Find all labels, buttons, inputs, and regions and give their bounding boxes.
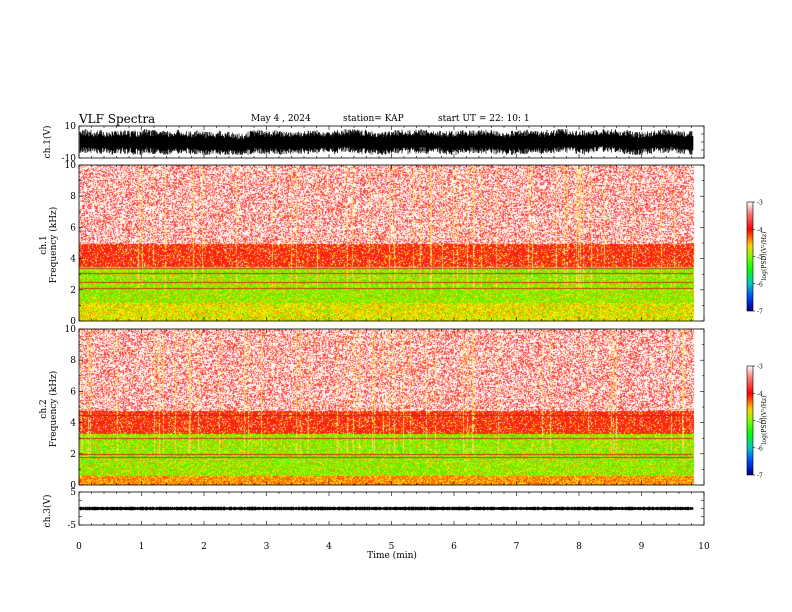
ch2-spectrogram-image bbox=[79, 329, 704, 485]
x-tick-label: 10 bbox=[698, 542, 710, 552]
date-label: May 4 , 2024 bbox=[251, 114, 311, 124]
ch3-voltage-ytick-label: -5 bbox=[67, 521, 76, 531]
x-tick-label: 5 bbox=[389, 542, 395, 552]
colorbar1-label: log(PSD)(V²/Hz) bbox=[761, 232, 768, 281]
x-tick-label: 9 bbox=[639, 542, 645, 552]
ch1-spectrogram-ytick-label: 10 bbox=[65, 161, 77, 171]
station-label: station= KAP bbox=[343, 114, 404, 124]
colorbar2-tick-label: -4 bbox=[757, 391, 763, 398]
colorbar2-tick-label: -3 bbox=[757, 364, 763, 371]
ch1-voltage-ylabel: ch.1(V) bbox=[42, 126, 53, 159]
x-tick-label: 2 bbox=[201, 542, 207, 552]
ch2-spectrogram-ytick-label: 6 bbox=[70, 387, 76, 397]
colorbar1-tick-label: -4 bbox=[757, 227, 763, 234]
ch2-spectrogram-ytick-label: 4 bbox=[70, 419, 76, 429]
ch2-spectrogram-ytick-label: 8 bbox=[70, 356, 76, 366]
ch1-spectrogram-ytick-label: 2 bbox=[70, 286, 76, 296]
ch3-voltage-ylabel: ch.3(V) bbox=[42, 495, 53, 528]
colorbar1-tick-label: -3 bbox=[757, 200, 763, 207]
ch1-voltage-ytick-label: 10 bbox=[65, 122, 77, 132]
start-time-label: start UT = 22: 10: 1 bbox=[438, 114, 530, 124]
colorbar2-tick-label: -5 bbox=[757, 418, 763, 425]
ch1-spectrogram-ytick-label: 0 bbox=[70, 317, 76, 327]
colorbar1-tick-label: -6 bbox=[757, 281, 763, 288]
x-tick-label: 7 bbox=[514, 542, 520, 552]
colorbar2-tick-label: -7 bbox=[757, 473, 763, 480]
colorbar1-tick-label: -7 bbox=[757, 309, 763, 316]
ch1-spectrogram-ytick-label: 6 bbox=[70, 223, 76, 233]
x-tick-label: 1 bbox=[139, 542, 145, 552]
ch2-spectrogram-ytick-label: 0 bbox=[70, 481, 76, 491]
colorbar2-gradient bbox=[747, 366, 753, 475]
ch2-spectrogram-ytick-label: 2 bbox=[70, 450, 76, 460]
x-axis-label: Time (min) bbox=[367, 550, 417, 561]
tick-layer: -3-4-5-6-7-3-4-5-6-710-10024681002468105… bbox=[62, 122, 764, 552]
trace-layer bbox=[79, 129, 694, 511]
ch1-spectrogram-image bbox=[79, 165, 704, 321]
colorbar1-tick-label: -5 bbox=[757, 254, 763, 261]
ch1-spectrogram-ylabel: ch.1 bbox=[39, 235, 49, 254]
ch1-frequency-ylabel: Frequency (kHz) bbox=[48, 207, 59, 284]
colorbar2-label: log(PSD)(V²/Hz) bbox=[761, 396, 768, 445]
ch1-voltage-ytick-label: -10 bbox=[62, 154, 77, 164]
ch1-voltage-trace bbox=[79, 129, 694, 155]
ch2-spectrogram-ylabel: ch.2 bbox=[39, 399, 49, 418]
spectrogram-layer bbox=[79, 165, 753, 485]
figure-title: VLF Spectra bbox=[79, 112, 156, 126]
x-tick-label: 3 bbox=[264, 542, 270, 552]
ch2-frequency-ylabel: Frequency (kHz) bbox=[48, 371, 59, 448]
x-tick-label: 6 bbox=[451, 542, 457, 552]
colorbar1-gradient bbox=[747, 202, 753, 311]
ch3-voltage-ytick-label: 5 bbox=[70, 488, 76, 498]
x-tick-label: 0 bbox=[76, 542, 82, 552]
ch1-spectrogram-ytick-label: 4 bbox=[70, 255, 76, 265]
ch3-voltage-trace bbox=[79, 506, 694, 511]
colorbar2-tick-label: -6 bbox=[757, 445, 763, 452]
x-tick-label: 8 bbox=[576, 542, 582, 552]
x-tick-label: 4 bbox=[326, 542, 332, 552]
ch2-spectrogram-ytick-label: 10 bbox=[65, 325, 77, 335]
ch1-spectrogram-ytick-label: 8 bbox=[70, 192, 76, 202]
